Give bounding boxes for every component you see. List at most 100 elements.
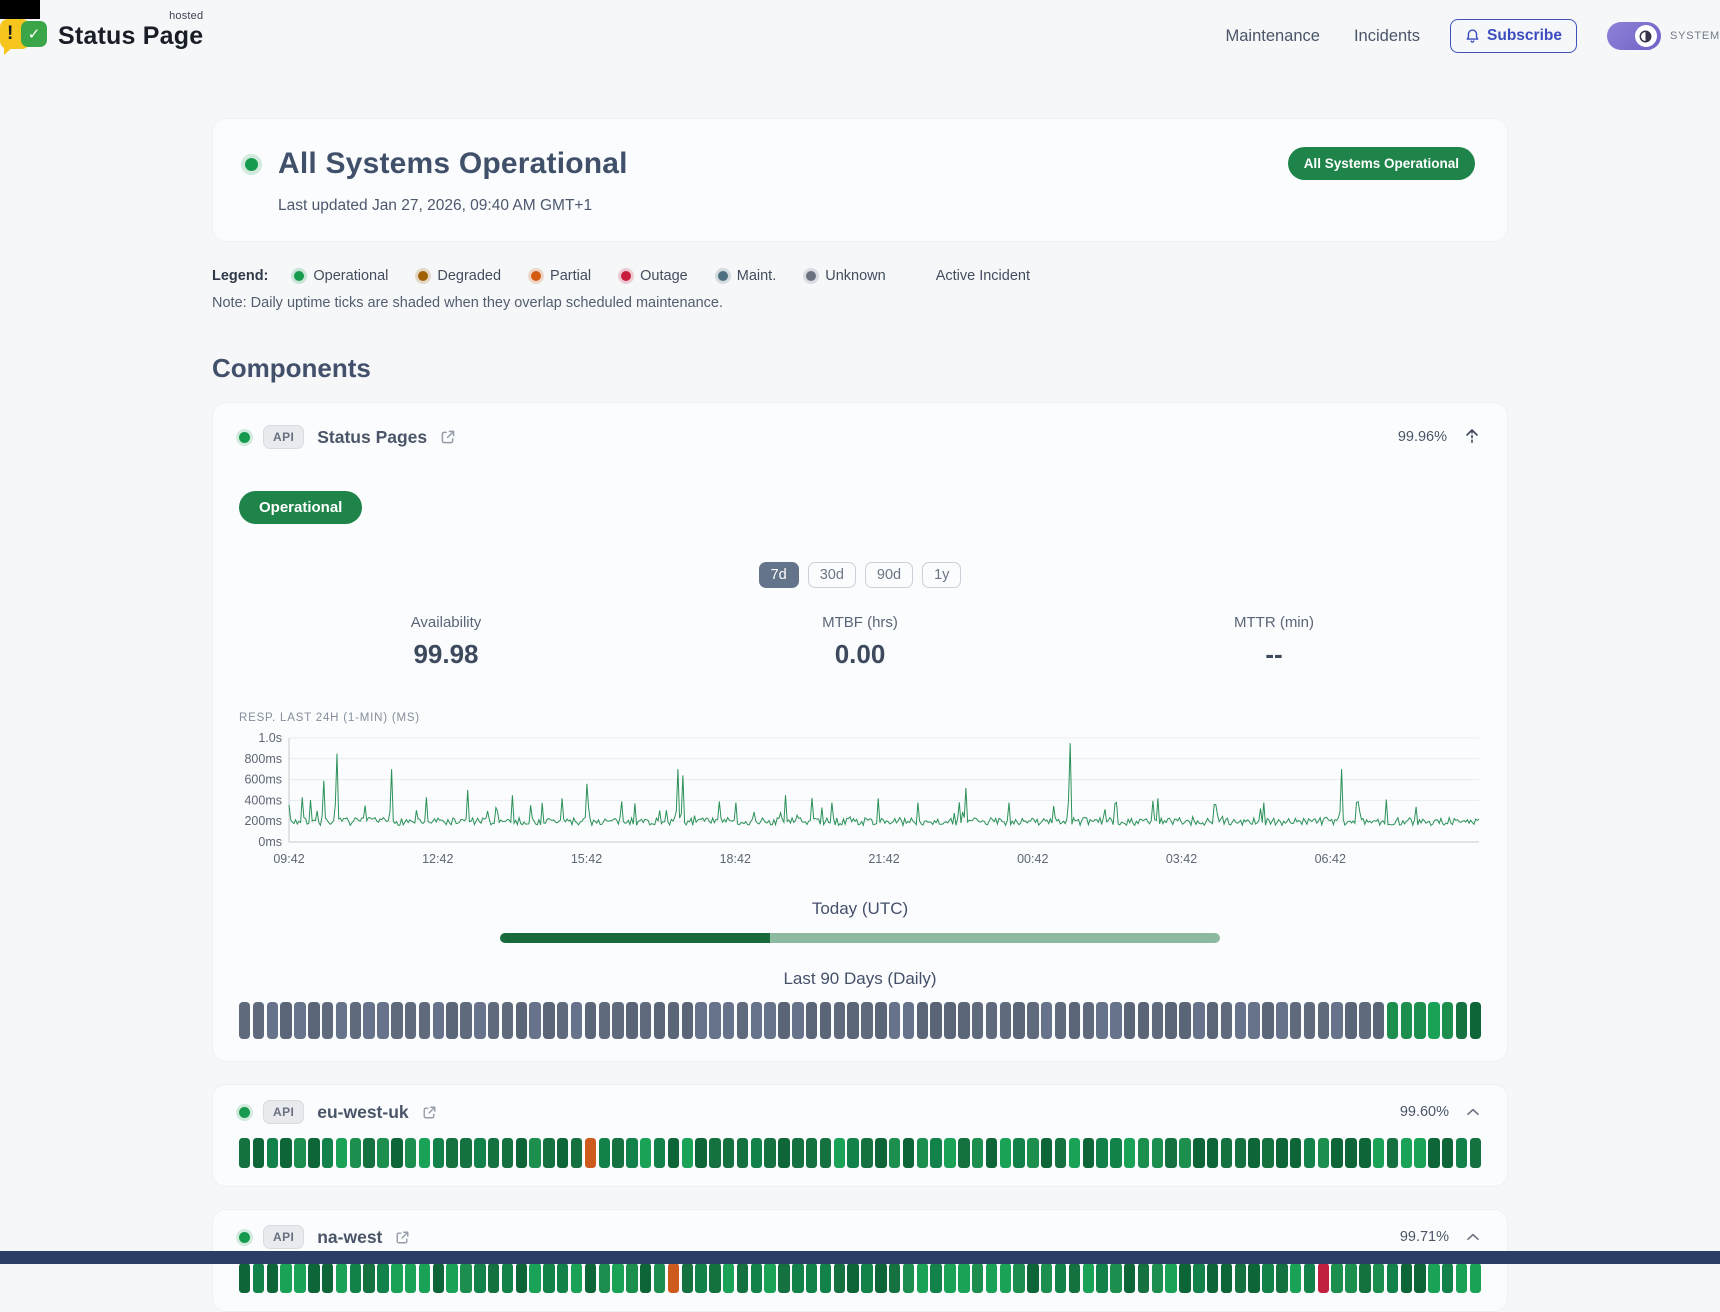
- uptime-tick[interactable]: [695, 1138, 707, 1168]
- uptime-tick[interactable]: [598, 1263, 610, 1293]
- uptime-tick[interactable]: [722, 1263, 735, 1293]
- uptime-tick[interactable]: [391, 1138, 403, 1168]
- uptime-tick[interactable]: [404, 1002, 417, 1039]
- uptime-tick[interactable]: [1414, 1263, 1426, 1293]
- uptime-tick[interactable]: [1428, 1002, 1440, 1039]
- uptime-tick[interactable]: [902, 1138, 915, 1168]
- uptime-tick[interactable]: [778, 1002, 790, 1039]
- uptime-tick[interactable]: [474, 1263, 486, 1293]
- uptime-tick[interactable]: [1428, 1138, 1440, 1168]
- uptime-tick[interactable]: [958, 1002, 970, 1039]
- uptime-tick[interactable]: [971, 1002, 984, 1039]
- uptime-tick[interactable]: [1013, 1002, 1025, 1039]
- uptime-tick[interactable]: [902, 1263, 915, 1293]
- uptime-tick[interactable]: [584, 1002, 597, 1039]
- uptime-tick[interactable]: [432, 1263, 445, 1293]
- uptime-tick[interactable]: [1110, 1138, 1122, 1168]
- uptime-tick[interactable]: [626, 1138, 638, 1168]
- uptime-tick[interactable]: [750, 1002, 763, 1039]
- uptime-tick[interactable]: [570, 1263, 583, 1293]
- uptime-tick[interactable]: [944, 1138, 956, 1168]
- uptime-tick[interactable]: [598, 1002, 610, 1039]
- range-button-90d[interactable]: 90d: [864, 562, 914, 588]
- component-name[interactable]: eu-west-uk: [317, 1101, 409, 1122]
- uptime-tick[interactable]: [722, 1138, 735, 1168]
- uptime-tick[interactable]: [985, 1263, 998, 1293]
- uptime-tick[interactable]: [1041, 1002, 1053, 1039]
- uptime-tick[interactable]: [681, 1138, 693, 1168]
- uptime-tick[interactable]: [792, 1138, 804, 1168]
- uptime-tick[interactable]: [543, 1138, 555, 1168]
- uptime-tick[interactable]: [570, 1002, 583, 1039]
- uptime-tick[interactable]: [722, 1002, 735, 1039]
- uptime-tick[interactable]: [612, 1263, 624, 1293]
- uptime-tick[interactable]: [1262, 1002, 1274, 1039]
- uptime-tick[interactable]: [944, 1002, 956, 1039]
- uptime-tick[interactable]: [1359, 1002, 1371, 1039]
- uptime-tick[interactable]: [819, 1138, 832, 1168]
- uptime-tick[interactable]: [1013, 1138, 1025, 1168]
- uptime-tick[interactable]: [764, 1263, 776, 1293]
- uptime-tick[interactable]: [239, 1138, 251, 1168]
- uptime-tick[interactable]: [847, 1263, 859, 1293]
- uptime-tick[interactable]: [847, 1002, 859, 1039]
- range-button-1y[interactable]: 1y: [922, 562, 962, 588]
- uptime-tick[interactable]: [1206, 1002, 1219, 1039]
- component-name[interactable]: Status Pages: [317, 426, 428, 447]
- uptime-tick[interactable]: [1386, 1138, 1399, 1168]
- chevron-up-icon[interactable]: [1465, 1231, 1481, 1243]
- uptime-tick[interactable]: [1082, 1263, 1094, 1293]
- uptime-tick[interactable]: [1331, 1138, 1343, 1168]
- uptime-tick[interactable]: [515, 1263, 527, 1293]
- uptime-tick[interactable]: [958, 1263, 970, 1293]
- chevron-up-icon[interactable]: [1465, 1106, 1481, 1118]
- uptime-tick[interactable]: [1317, 1002, 1330, 1039]
- uptime-tick[interactable]: [1220, 1138, 1233, 1168]
- uptime-tick[interactable]: [529, 1002, 541, 1039]
- uptime-tick[interactable]: [474, 1138, 486, 1168]
- uptime-tick[interactable]: [1193, 1138, 1205, 1168]
- uptime-tick[interactable]: [1206, 1263, 1219, 1293]
- uptime-tick[interactable]: [1400, 1138, 1412, 1168]
- uptime-tick[interactable]: [1248, 1263, 1260, 1293]
- uptime-tick[interactable]: [875, 1002, 887, 1039]
- uptime-tick[interactable]: [349, 1138, 362, 1168]
- uptime-tick[interactable]: [1276, 1138, 1288, 1168]
- uptime-tick[interactable]: [930, 1002, 942, 1039]
- uptime-tick[interactable]: [1428, 1263, 1440, 1293]
- uptime-tick[interactable]: [432, 1002, 445, 1039]
- uptime-tick[interactable]: [515, 1002, 527, 1039]
- theme-toggle[interactable]: [1606, 22, 1661, 50]
- uptime-tick[interactable]: [1469, 1263, 1482, 1293]
- uptime-tick[interactable]: [1220, 1002, 1233, 1039]
- uptime-tick[interactable]: [792, 1002, 804, 1039]
- uptime-tick[interactable]: [543, 1002, 555, 1039]
- uptime-tick[interactable]: [252, 1002, 265, 1039]
- uptime-tick[interactable]: [695, 1263, 707, 1293]
- uptime-tick[interactable]: [1303, 1138, 1316, 1168]
- uptime-tick[interactable]: [1442, 1263, 1454, 1293]
- uptime-tick[interactable]: [1068, 1138, 1081, 1168]
- uptime-tick[interactable]: [1400, 1263, 1412, 1293]
- uptime-tick[interactable]: [391, 1263, 403, 1293]
- uptime-tick[interactable]: [1027, 1002, 1039, 1039]
- uptime-tick[interactable]: [971, 1138, 984, 1168]
- uptime-tick[interactable]: [432, 1138, 445, 1168]
- response-time-chart[interactable]: 0ms 200ms 400ms 600ms 800ms 1.0s 09:42 12:42 15:…: [239, 730, 1481, 885]
- uptime-tick[interactable]: [460, 1263, 472, 1293]
- uptime-tick[interactable]: [1096, 1002, 1108, 1039]
- uptime-tick[interactable]: [778, 1138, 790, 1168]
- uptime-tick[interactable]: [598, 1138, 610, 1168]
- uptime-tick[interactable]: [861, 1002, 873, 1039]
- subscribe-button[interactable]: Subscribe: [1450, 19, 1577, 53]
- uptime-tick[interactable]: [653, 1138, 666, 1168]
- uptime-tick[interactable]: [487, 1138, 500, 1168]
- uptime-tick[interactable]: [1082, 1138, 1094, 1168]
- uptime-tick[interactable]: [626, 1002, 638, 1039]
- uptime-tick[interactable]: [1082, 1002, 1094, 1039]
- uptime-tick[interactable]: [1276, 1002, 1288, 1039]
- uptime-tick[interactable]: [1068, 1263, 1081, 1293]
- uptime-tick[interactable]: [999, 1138, 1011, 1168]
- uptime-tick[interactable]: [1027, 1263, 1039, 1293]
- uptime-tick[interactable]: [1414, 1138, 1426, 1168]
